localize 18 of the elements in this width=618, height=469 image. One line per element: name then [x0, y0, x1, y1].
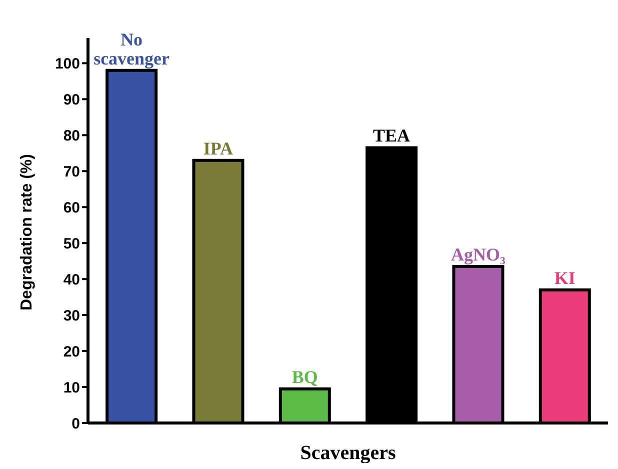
y-tick-label: 30 — [63, 307, 80, 324]
x-tick-label: No scavenger — [94, 29, 170, 68]
x-tick-label: BQ — [292, 366, 318, 387]
x-tick-label: IPA — [203, 138, 234, 158]
y-tick-label: 40 — [63, 271, 80, 288]
y-axis-title: Degradation rate (%) — [18, 154, 36, 310]
y-tick-label: 70 — [63, 163, 80, 180]
y-tick-label: 100 — [54, 56, 80, 73]
y-tick-label: 50 — [63, 235, 80, 252]
y-tick-label: 90 — [63, 91, 80, 108]
x-tick-label: AgNO₃ — [451, 244, 506, 264]
y-tick-label: 10 — [63, 379, 80, 396]
y-tick-label: 60 — [63, 199, 80, 216]
y-tick-label: 0 — [72, 415, 80, 432]
x-tick-label: KI — [554, 268, 576, 288]
y-tick-label: 20 — [63, 343, 80, 360]
y-tick-label: 80 — [63, 127, 80, 144]
x-tick-label: TEA — [373, 126, 410, 146]
